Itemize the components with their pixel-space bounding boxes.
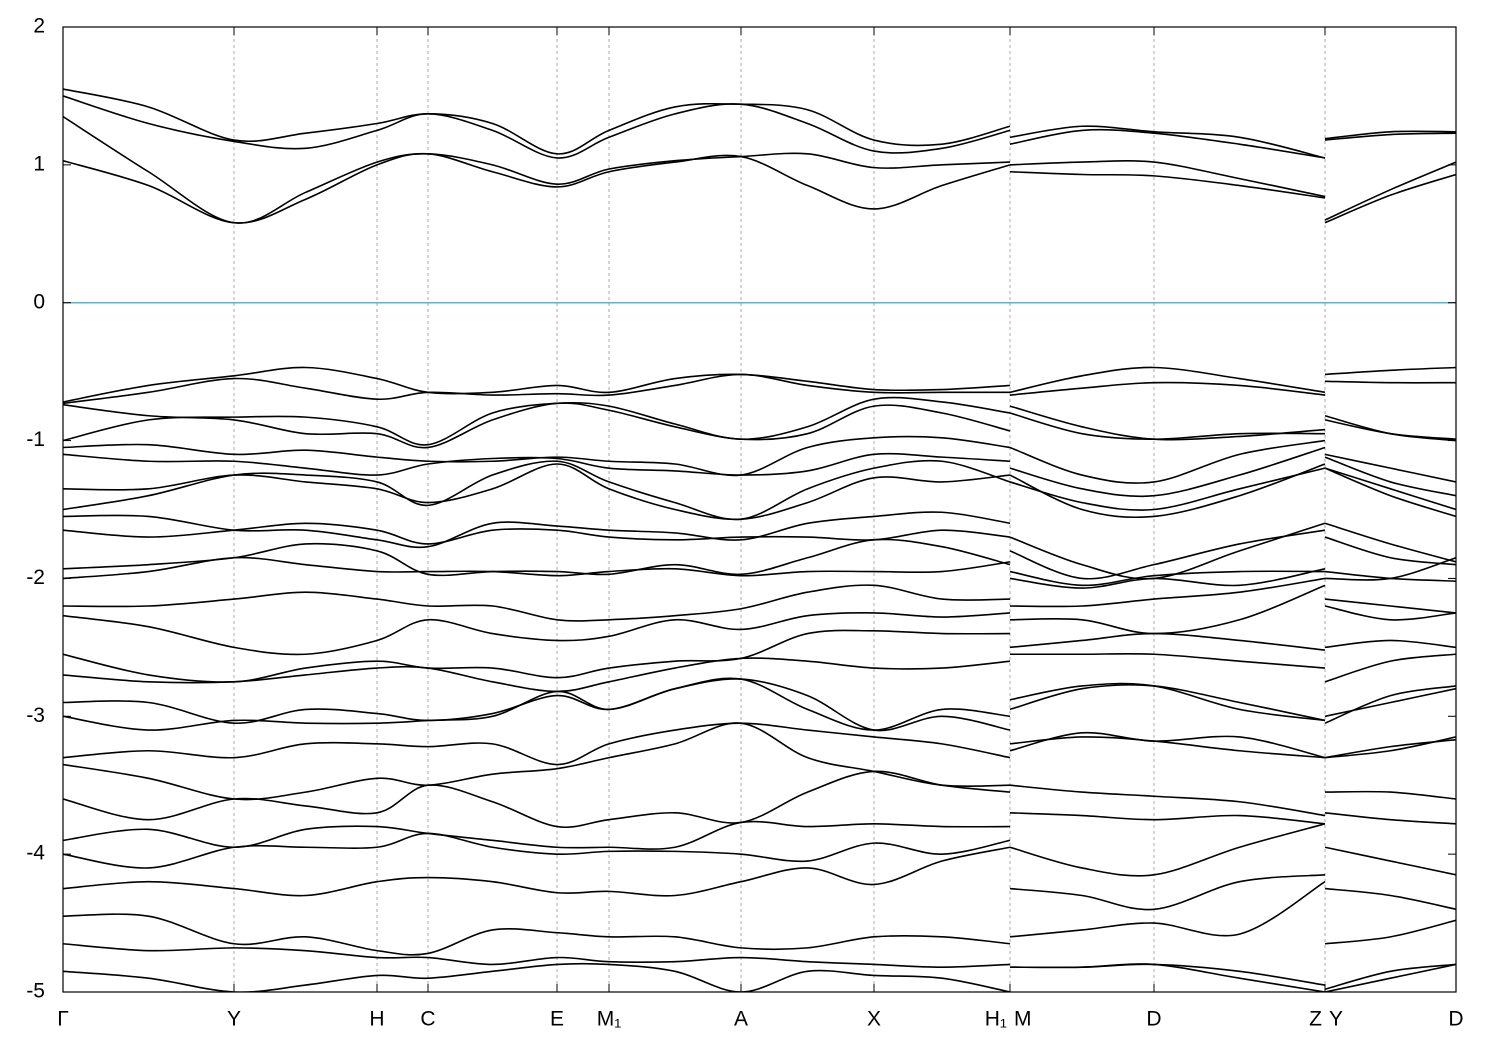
x-tick-label: Z — [1309, 1008, 1322, 1031]
band-line — [63, 811, 1456, 850]
band-line — [63, 584, 1456, 656]
y-tick-label: -2 — [26, 566, 45, 589]
band-line — [63, 678, 1456, 732]
y-tick-label: -1 — [26, 428, 45, 451]
x-tick-label: Y — [1329, 1008, 1343, 1031]
band-line — [63, 511, 1456, 580]
band-line — [63, 770, 1456, 829]
band-line — [63, 459, 1456, 521]
band-line — [63, 115, 1456, 224]
band-line — [63, 677, 1456, 731]
band-line — [63, 652, 1456, 693]
band-line — [63, 446, 1456, 498]
x-tick-label: D — [1146, 1008, 1161, 1031]
band-line — [63, 402, 1456, 449]
x-tick-label: C — [420, 1008, 435, 1031]
band-line — [63, 942, 1456, 991]
y-tick-label: -4 — [26, 842, 45, 865]
band-line — [63, 95, 1456, 159]
x-tick-label: E — [550, 1008, 564, 1031]
plot-frame — [62, 26, 1457, 993]
y-tick-label: -5 — [26, 980, 45, 1003]
band-line — [63, 366, 1456, 403]
band-line — [63, 538, 1456, 587]
band-line — [63, 373, 1456, 405]
y-tick-label: 1 — [33, 152, 45, 175]
band-line — [63, 556, 1456, 589]
band-line — [63, 823, 1456, 877]
band-line — [63, 629, 1456, 683]
y-tick-label: 2 — [33, 15, 45, 38]
x-tick-label: M — [1014, 1008, 1032, 1031]
band-line — [63, 577, 1456, 622]
band-line — [63, 435, 1456, 484]
band-line — [63, 88, 1456, 159]
x-tick-label: H — [369, 1008, 384, 1031]
x-tick-label: D — [1448, 1008, 1463, 1031]
x-tick-label: Γ — [57, 1008, 69, 1031]
band-line — [63, 846, 1456, 911]
x-tick-label: X — [867, 1008, 881, 1031]
y-tick-label: 0 — [33, 290, 45, 313]
band-line — [63, 722, 1456, 801]
band-line — [63, 881, 1456, 956]
x-tick-label: M₁ — [597, 1008, 622, 1031]
band-line — [63, 522, 1456, 580]
band-line — [63, 396, 1456, 446]
y-tick-label: -3 — [26, 704, 45, 727]
x-tick-label: A — [734, 1008, 748, 1031]
band-line — [63, 962, 1456, 992]
plot-area — [63, 27, 1456, 992]
x-tick-label: H₁ — [985, 1008, 1007, 1031]
x-tick-label: Y — [227, 1008, 241, 1031]
